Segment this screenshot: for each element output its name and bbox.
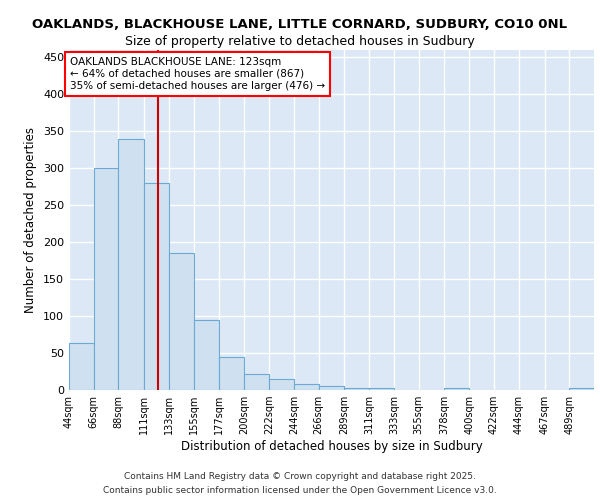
Bar [94,168,118,390]
Bar [445,388,469,390]
Bar [319,386,344,390]
Y-axis label: Number of detached properties: Number of detached properties [25,127,37,313]
Bar [269,379,294,390]
Bar [244,374,269,390]
Text: OAKLANDS, BLACKHOUSE LANE, LITTLE CORNARD, SUDBURY, CO10 0NL: OAKLANDS, BLACKHOUSE LANE, LITTLE CORNAR… [32,18,568,30]
Bar [569,388,594,390]
X-axis label: Distribution of detached houses by size in Sudbury: Distribution of detached houses by size … [181,440,482,453]
Bar [169,254,194,390]
Bar [218,356,244,390]
Bar [69,344,94,390]
Text: Contains HM Land Registry data © Crown copyright and database right 2025.: Contains HM Land Registry data © Crown c… [124,472,476,481]
Bar [118,138,145,390]
Text: Contains public sector information licensed under the Open Government Licence v3: Contains public sector information licen… [103,486,497,495]
Bar [344,388,369,390]
Bar [369,388,394,390]
Bar [194,320,218,390]
Text: OAKLANDS BLACKHOUSE LANE: 123sqm
← 64% of detached houses are smaller (867)
35% : OAKLANDS BLACKHOUSE LANE: 123sqm ← 64% o… [70,58,325,90]
Bar [294,384,319,390]
Text: Size of property relative to detached houses in Sudbury: Size of property relative to detached ho… [125,35,475,48]
Bar [145,183,169,390]
